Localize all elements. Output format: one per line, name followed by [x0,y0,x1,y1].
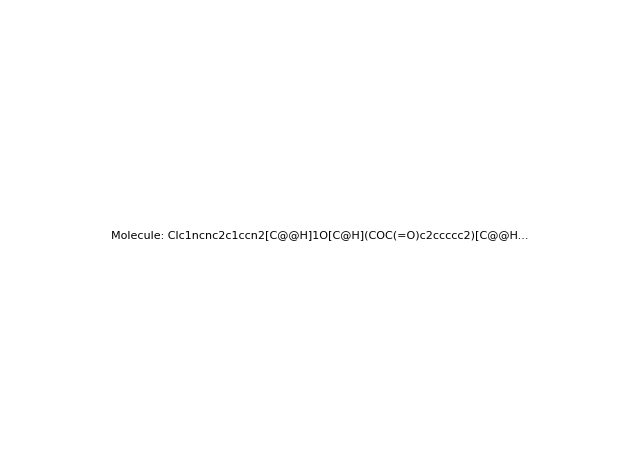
Text: Molecule: Clc1ncnc2c1ccn2[C@@H]1O[C@H](COC(=O)c2ccccc2)[C@@H...: Molecule: Clc1ncnc2c1ccn2[C@@H]1O[C@H](C… [111,230,529,240]
